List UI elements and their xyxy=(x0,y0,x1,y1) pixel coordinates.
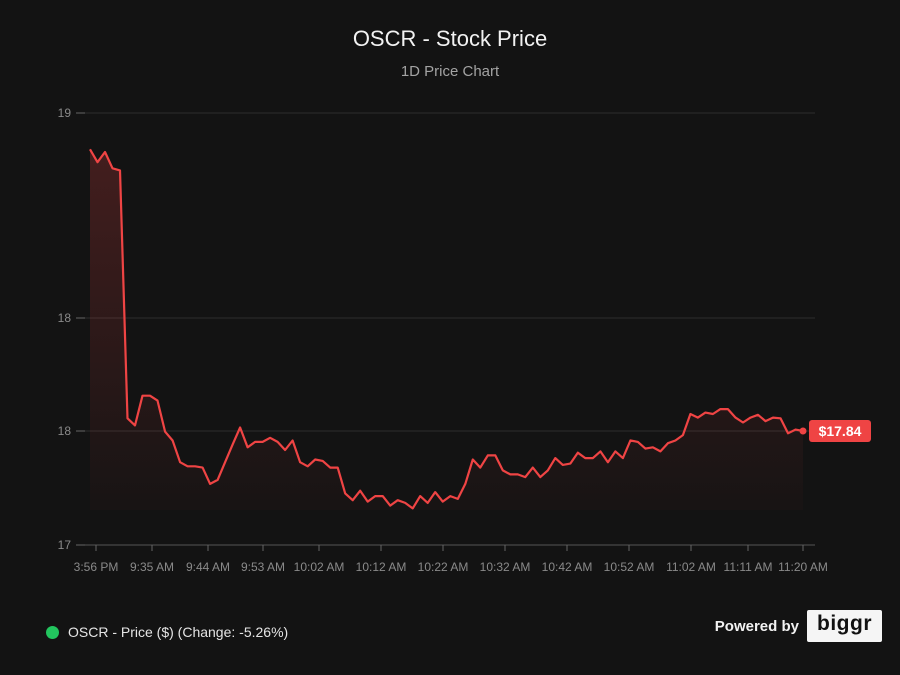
last-price-badge: $17.84 xyxy=(809,420,871,442)
legend[interactable]: OSCR - Price ($) (Change: -5.26%) xyxy=(46,624,288,640)
last-price-label: $17.84 xyxy=(819,423,862,439)
chart-title: OSCR - Stock Price xyxy=(352,26,548,51)
x-tick-label: 11:02 AM xyxy=(666,560,716,574)
biggr-logo[interactable]: biggr xyxy=(807,610,882,642)
y-tick-label: 18 xyxy=(58,311,72,325)
y-tick-label: 19 xyxy=(58,106,72,120)
y-tick-label: 18 xyxy=(58,424,72,438)
powered-by-text: Powered by xyxy=(714,617,799,635)
legend-label: OSCR - Price ($) (Change: -5.26%) xyxy=(68,624,289,640)
legend-color-dot-icon xyxy=(46,625,59,639)
chart-subtitle: 1D Price Chart xyxy=(400,63,500,80)
x-tick-label: 10:32 AM xyxy=(480,560,531,574)
x-tick-label: 11:20 AM xyxy=(778,560,828,574)
x-tick-label: 9:35 AM xyxy=(130,560,174,574)
x-tick-label: 11:11 AM xyxy=(724,560,773,574)
x-tick-label: 10:22 AM xyxy=(418,560,469,574)
x-tick-label: 9:44 AM xyxy=(186,560,230,574)
powered-by: Powered by biggr xyxy=(715,610,882,642)
x-tick-label: 9:53 AM xyxy=(241,560,285,574)
price-line xyxy=(89,148,804,510)
y-tick-label: 17 xyxy=(58,538,72,552)
x-tick-label: 3:56 PM xyxy=(74,560,119,574)
x-tick-label: 10:52 AM xyxy=(604,560,655,574)
last-price-dot xyxy=(799,427,807,435)
x-tick-label: 10:02 AM xyxy=(294,560,345,574)
x-tick-label: 10:12 AM xyxy=(356,560,407,574)
x-tick-label: 10:42 AM xyxy=(542,560,593,574)
price-area xyxy=(90,149,803,511)
